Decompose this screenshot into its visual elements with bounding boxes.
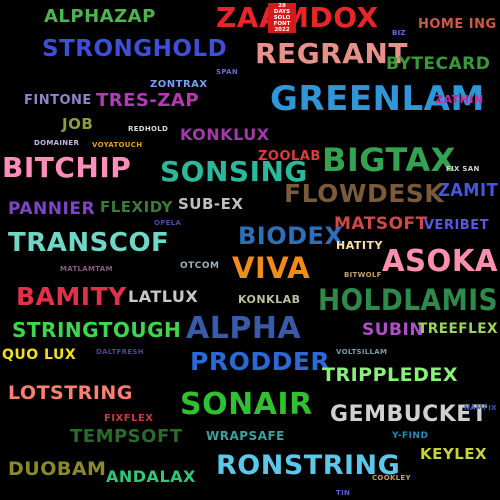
word-transcof: Transcof: [8, 228, 170, 258]
word-opela: Opela: [154, 219, 182, 227]
word-treeflex: Treeflex: [418, 321, 499, 337]
word-voyatouch: Voyatouch: [92, 141, 143, 149]
word-sonsing: Sonsing: [160, 155, 308, 188]
word-prodder: Prodder: [190, 347, 331, 376]
word-bitchip: Bitchip: [2, 151, 132, 184]
word-quolux: Quo Lux: [2, 347, 77, 363]
word-zaamdox: ZaamDox: [216, 1, 379, 34]
word-treszap: Tres-Zap: [96, 90, 200, 111]
word-sonair: Sonair: [180, 387, 313, 422]
word-wrapsafe: Wrapsafe: [206, 429, 285, 443]
word-viva: Viva: [232, 251, 311, 285]
word-duobam: Duobam: [8, 458, 107, 480]
word-keylex: Keylex: [420, 445, 488, 463]
word-bigtax: Bigtax: [322, 141, 456, 179]
word-greenlam: Greenlam: [270, 79, 485, 119]
word-redhold: Redhold: [128, 125, 169, 133]
word-fintone: Fintone: [24, 93, 92, 108]
word-pannier: Pannier: [8, 199, 96, 219]
word-ronstring: Ronstring: [216, 450, 401, 481]
word-biodex: Biodex: [238, 222, 344, 250]
word-ybfind: Y-find: [392, 431, 429, 441]
word-otcom: Otcom: [180, 261, 220, 271]
word-bytecard: Bytecard: [386, 54, 491, 74]
badge-line: DAYS: [273, 9, 291, 15]
word-konklab: Konklab: [238, 293, 301, 306]
word-job: Job: [62, 115, 94, 133]
word-domainer: Domainer: [34, 139, 80, 147]
font-badge: 28 DAYS SOLO FONT 2022: [268, 3, 296, 33]
word-zamit: Zamit: [438, 180, 499, 201]
word-subin: Subin: [362, 320, 425, 340]
word-subex: Sub-Ex: [178, 195, 244, 213]
word-lotstring: Lotstring: [8, 382, 133, 404]
word-biz: Biz: [392, 29, 406, 37]
word-holdlamis: Holdlamis: [318, 283, 499, 317]
word-alphazap: Alphazap: [44, 6, 156, 27]
word-span: Span: [216, 68, 239, 76]
word-zoolab: Zoolab: [258, 149, 321, 164]
badge-line: 28: [278, 3, 286, 9]
word-fixflex: Fixflex: [104, 413, 154, 424]
word-zathin: Zathin: [435, 93, 484, 106]
word-flowdesk: Flowdesk: [284, 179, 445, 208]
word-stronghold: Stronghold: [42, 36, 228, 62]
word-namfix: Namfix: [464, 404, 497, 412]
word-zontrax: Zontrax: [150, 79, 208, 90]
word-flexidy: Flexidy: [100, 198, 173, 216]
word-stringtough: Stringtough: [12, 318, 182, 342]
word-daltfresh: Daltfresh: [96, 348, 144, 356]
word-matsoft: Matsoft: [334, 214, 428, 234]
word-hatity: Hatity: [336, 239, 383, 252]
word-gembucket: Gembucket: [330, 402, 488, 427]
word-homeing: Home Ing: [418, 17, 497, 32]
word-alpha: Alpha: [186, 311, 302, 346]
word-latlux: Latlux: [128, 287, 199, 306]
word-cookley: Cookley: [372, 474, 411, 482]
word-trippledex: Trippledex: [322, 364, 458, 386]
word-andalax: Andalax: [106, 467, 196, 486]
word-veribet: Veribet: [424, 218, 489, 233]
word-regrant: Regrant: [255, 37, 408, 70]
word-bamity: Bamity: [16, 282, 127, 311]
word-matlamtam: Matlamtam: [60, 265, 113, 273]
word-tempsoft: Tempsoft: [70, 426, 183, 447]
word-asoka: Asoka: [382, 244, 498, 279]
word-voltsillam: Voltsillam: [336, 348, 388, 356]
badge-line: 2022: [274, 27, 290, 33]
word-konklux: Konklux: [180, 125, 270, 144]
badge-line: SOLO: [273, 15, 291, 21]
badge-line: FONT: [273, 21, 291, 27]
word-fixsan: Fix San: [446, 165, 480, 173]
word-bitwolf: Bitwolf: [344, 271, 382, 279]
word-tin: Tin: [336, 489, 351, 497]
